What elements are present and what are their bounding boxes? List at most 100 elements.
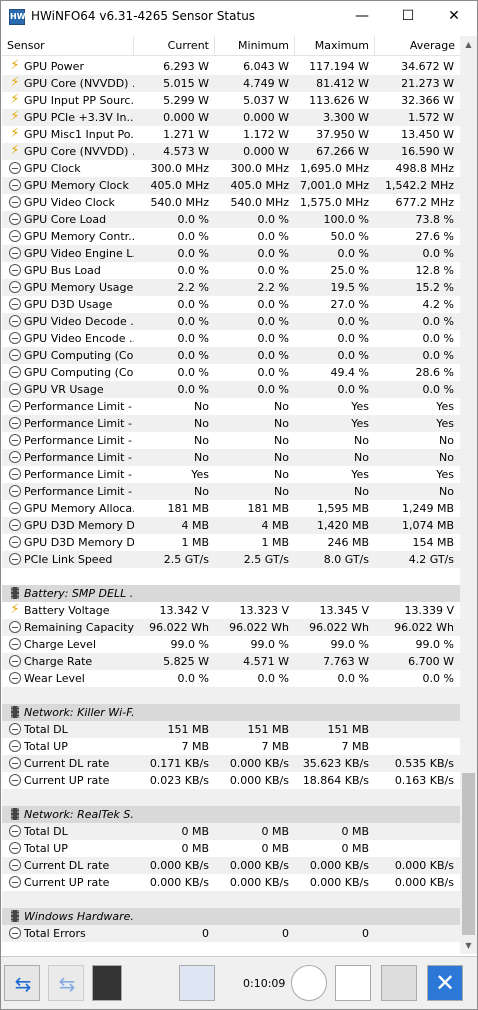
scroll-down-arrow-icon[interactable]: ▼: [465, 941, 472, 950]
sensor-row[interactable]: Current UP rate 0.023 KB/s 0.000 KB/s 18.86…: [2, 772, 460, 789]
scroll-thumb[interactable]: [462, 773, 475, 935]
column-current[interactable]: Current: [134, 36, 215, 56]
sensor-row[interactable]: Performance Limit - ... No No No No: [2, 449, 460, 466]
value-min: No: [274, 485, 289, 498]
sensor-group-row[interactable]: Network: Killer Wi-F...: [2, 704, 460, 721]
value-cur: 5.825 W: [163, 655, 209, 668]
sensor-row[interactable]: Charge Rate 5.825 W 4.571 W 7.763 W 6.700 W: [2, 653, 460, 670]
sensor-row[interactable]: Current DL rate 0.171 KB/s 0.000 KB/s 35.62…: [2, 755, 460, 772]
sensor-row[interactable]: GPU Memory Alloca... 181 MB 181 MB 1,595 MB…: [2, 500, 460, 517]
navigate-left-right-button[interactable]: ⇆: [4, 965, 40, 1001]
sensor-row[interactable]: Charge Level 99.0 % 99.0 % 99.0 % 99.0 %: [2, 636, 460, 653]
title-bar[interactable]: HW HWiNFO64 v6.31-4265 Sensor Status — ☐…: [1, 1, 477, 32]
sensor-group-row[interactable]: Network: RealTek S...: [2, 806, 460, 823]
value-avg: 0.000 KB/s: [394, 859, 454, 872]
maximize-button[interactable]: ☐: [401, 8, 415, 24]
sensor-list[interactable]: ⚡ GPU Power 6.293 W 6.043 W 117.194 W 34.672 …: [2, 58, 460, 960]
sensor-name: GPU VR Usage: [24, 383, 104, 396]
sensor-row[interactable]: GPU VR Usage 0.0 % 0.0 % 0.0 % 0.0 %: [2, 381, 460, 398]
sensor-row[interactable]: GPU Memory Usage 2.2 % 2.2 % 19.5 % 15.2 %: [2, 279, 460, 296]
settings-gear-icon[interactable]: [381, 965, 417, 1001]
value-max: 0.0 %: [337, 247, 369, 260]
close-x-icon[interactable]: ✕: [427, 965, 463, 1001]
sensor-row[interactable]: GPU D3D Usage 0.0 % 0.0 % 27.0 % 4.2 %: [2, 296, 460, 313]
sensor-row[interactable]: ⚡ GPU Power 6.293 W 6.043 W 117.194 W 34.672 …: [2, 58, 460, 75]
sensor-row[interactable]: GPU Video Encode ... 0.0 % 0.0 % 0.0 % 0.0 %: [2, 330, 460, 347]
reset-button[interactable]: [335, 965, 371, 1001]
clock-icon[interactable]: [291, 965, 327, 1001]
sensor-row[interactable]: Performance Limit - ... No No Yes Yes: [2, 398, 460, 415]
value-cur: 0.0 %: [177, 213, 209, 226]
sensor-row[interactable]: [2, 568, 460, 585]
sensor-row[interactable]: Total Errors 0 0 0: [2, 925, 460, 942]
value-max: 246 MB: [327, 536, 369, 549]
column-sensor[interactable]: Sensor: [2, 36, 134, 56]
sensor-row[interactable]: GPU Video Engine L... 0.0 % 0.0 % 0.0 % 0.0 …: [2, 245, 460, 262]
sensor-row[interactable]: PCIe Link Speed 2.5 GT/s 2.5 GT/s 8.0 GT/s 4…: [2, 551, 460, 568]
clock-icon: [9, 162, 21, 174]
sensor-row[interactable]: Total DL 151 MB 151 MB 151 MB: [2, 721, 460, 738]
close-button[interactable]: ✕: [448, 8, 460, 24]
value-min: 4.749 W: [243, 77, 289, 90]
sensor-row[interactable]: Remaining Capacity 96.022 Wh 96.022 Wh 96.0…: [2, 619, 460, 636]
sensor-row[interactable]: GPU Computing (Co... 0.0 % 0.0 % 49.4 % 28.6…: [2, 364, 460, 381]
sensor-row[interactable]: GPU Video Clock 540.0 MHz 540.0 MHz 1,575.0…: [2, 194, 460, 211]
sensor-row[interactable]: [2, 789, 460, 806]
sensor-row[interactable]: GPU D3D Memory D... 1 MB 1 MB 246 MB 154 MB: [2, 534, 460, 551]
value-avg: 99.0 %: [415, 638, 454, 651]
clock-icon: [9, 383, 21, 395]
sensor-row[interactable]: Total DL 0 MB 0 MB 0 MB: [2, 823, 460, 840]
column-maximum[interactable]: Maximum: [295, 36, 375, 56]
sensor-row[interactable]: ⚡ GPU Input PP Sourc... 5.299 W 5.037 W 113.…: [2, 92, 460, 109]
value-max: [295, 891, 375, 908]
clock-icon: [9, 213, 21, 225]
sensor-row[interactable]: Wear Level 0.0 % 0.0 % 0.0 % 0.0 %: [2, 670, 460, 687]
vertical-scrollbar[interactable]: ▲ ▼: [460, 36, 477, 954]
sensor-row[interactable]: ⚡ GPU Core (NVVDD) ... 4.573 W 0.000 W 67.26…: [2, 143, 460, 160]
value-max: [295, 568, 375, 585]
sensor-row[interactable]: GPU Memory Contr... 0.0 % 0.0 % 50.0 % 27.6 …: [2, 228, 460, 245]
sensor-row[interactable]: Current UP rate 0.000 KB/s 0.000 KB/s 0.000…: [2, 874, 460, 891]
value-min: [215, 687, 295, 704]
sensor-row[interactable]: Total UP 0 MB 0 MB 0 MB: [2, 840, 460, 857]
sensor-row[interactable]: GPU Core Load 0.0 % 0.0 % 100.0 % 73.8 %: [2, 211, 460, 228]
navigate-disabled-button[interactable]: ⇆: [48, 965, 84, 1001]
sensor-name: Wear Level: [24, 672, 85, 685]
sensor-name: GPU Clock: [24, 162, 81, 175]
column-minimum[interactable]: Minimum: [215, 36, 295, 56]
sensor-row[interactable]: Performance Limit - ... No No No No: [2, 483, 460, 500]
sensor-row[interactable]: ⚡ GPU Misc1 Input Po... 1.271 W 1.172 W 37.9…: [2, 126, 460, 143]
sensor-row[interactable]: Current DL rate 0.000 KB/s 0.000 KB/s 0.000…: [2, 857, 460, 874]
value-max: 67.266 W: [316, 145, 369, 158]
sensor-row[interactable]: Performance Limit - ... Yes No Yes Yes: [2, 466, 460, 483]
sensor-group-row[interactable]: Windows Hardware...: [2, 908, 460, 925]
sensor-group-row[interactable]: Battery: SMP DELL ...: [2, 585, 460, 602]
network-button[interactable]: [179, 965, 215, 1001]
value-min: 0.000 KB/s: [229, 859, 289, 872]
sensor-row[interactable]: Performance Limit - ... No No No No: [2, 432, 460, 449]
sensor-row[interactable]: Performance Limit - ... No No Yes Yes: [2, 415, 460, 432]
column-average[interactable]: Average: [409, 39, 455, 52]
value-max: 0.000 KB/s: [309, 876, 369, 889]
sensor-row[interactable]: ⚡ GPU PCIe +3.3V In... 0.000 W 0.000 W 3.300…: [2, 109, 460, 126]
sensor-row[interactable]: GPU Computing (Co... 0.0 % 0.0 % 0.0 % 0.0 %: [2, 347, 460, 364]
sensor-row[interactable]: GPU Clock 300.0 MHz 300.0 MHz 1,695.0 MHz 49…: [2, 160, 460, 177]
sensor-row[interactable]: ⚡ Battery Voltage 13.342 V 13.323 V 13.345 V…: [2, 602, 460, 619]
sensor-row[interactable]: GPU Video Decode ... 0.0 % 0.0 % 0.0 % 0.0 %: [2, 313, 460, 330]
clock-icon: [9, 230, 21, 242]
value-avg: [375, 789, 460, 806]
sensor-row[interactable]: GPU D3D Memory D... 4 MB 4 MB 1,420 MB 1,074…: [2, 517, 460, 534]
chip-icon: [11, 910, 19, 922]
sensor-row[interactable]: GPU Memory Clock 405.0 MHz 405.0 MHz 7,001.…: [2, 177, 460, 194]
sensor-row[interactable]: ⚡ GPU Core (NVVDD) ... 5.015 W 4.749 W 81.41…: [2, 75, 460, 92]
value-cur: 4 MB: [181, 519, 209, 532]
sensor-row[interactable]: Total UP 7 MB 7 MB 7 MB: [2, 738, 460, 755]
minimize-button[interactable]: —: [355, 8, 369, 24]
sensor-row[interactable]: [2, 687, 460, 704]
fan-button[interactable]: [92, 965, 122, 1001]
value-max: 0: [362, 927, 369, 940]
scroll-up-arrow-icon[interactable]: ▲: [465, 40, 472, 49]
sensor-name: Current DL rate: [24, 859, 110, 872]
sensor-row[interactable]: GPU Bus Load 0.0 % 0.0 % 25.0 % 12.8 %: [2, 262, 460, 279]
sensor-row[interactable]: [2, 891, 460, 908]
